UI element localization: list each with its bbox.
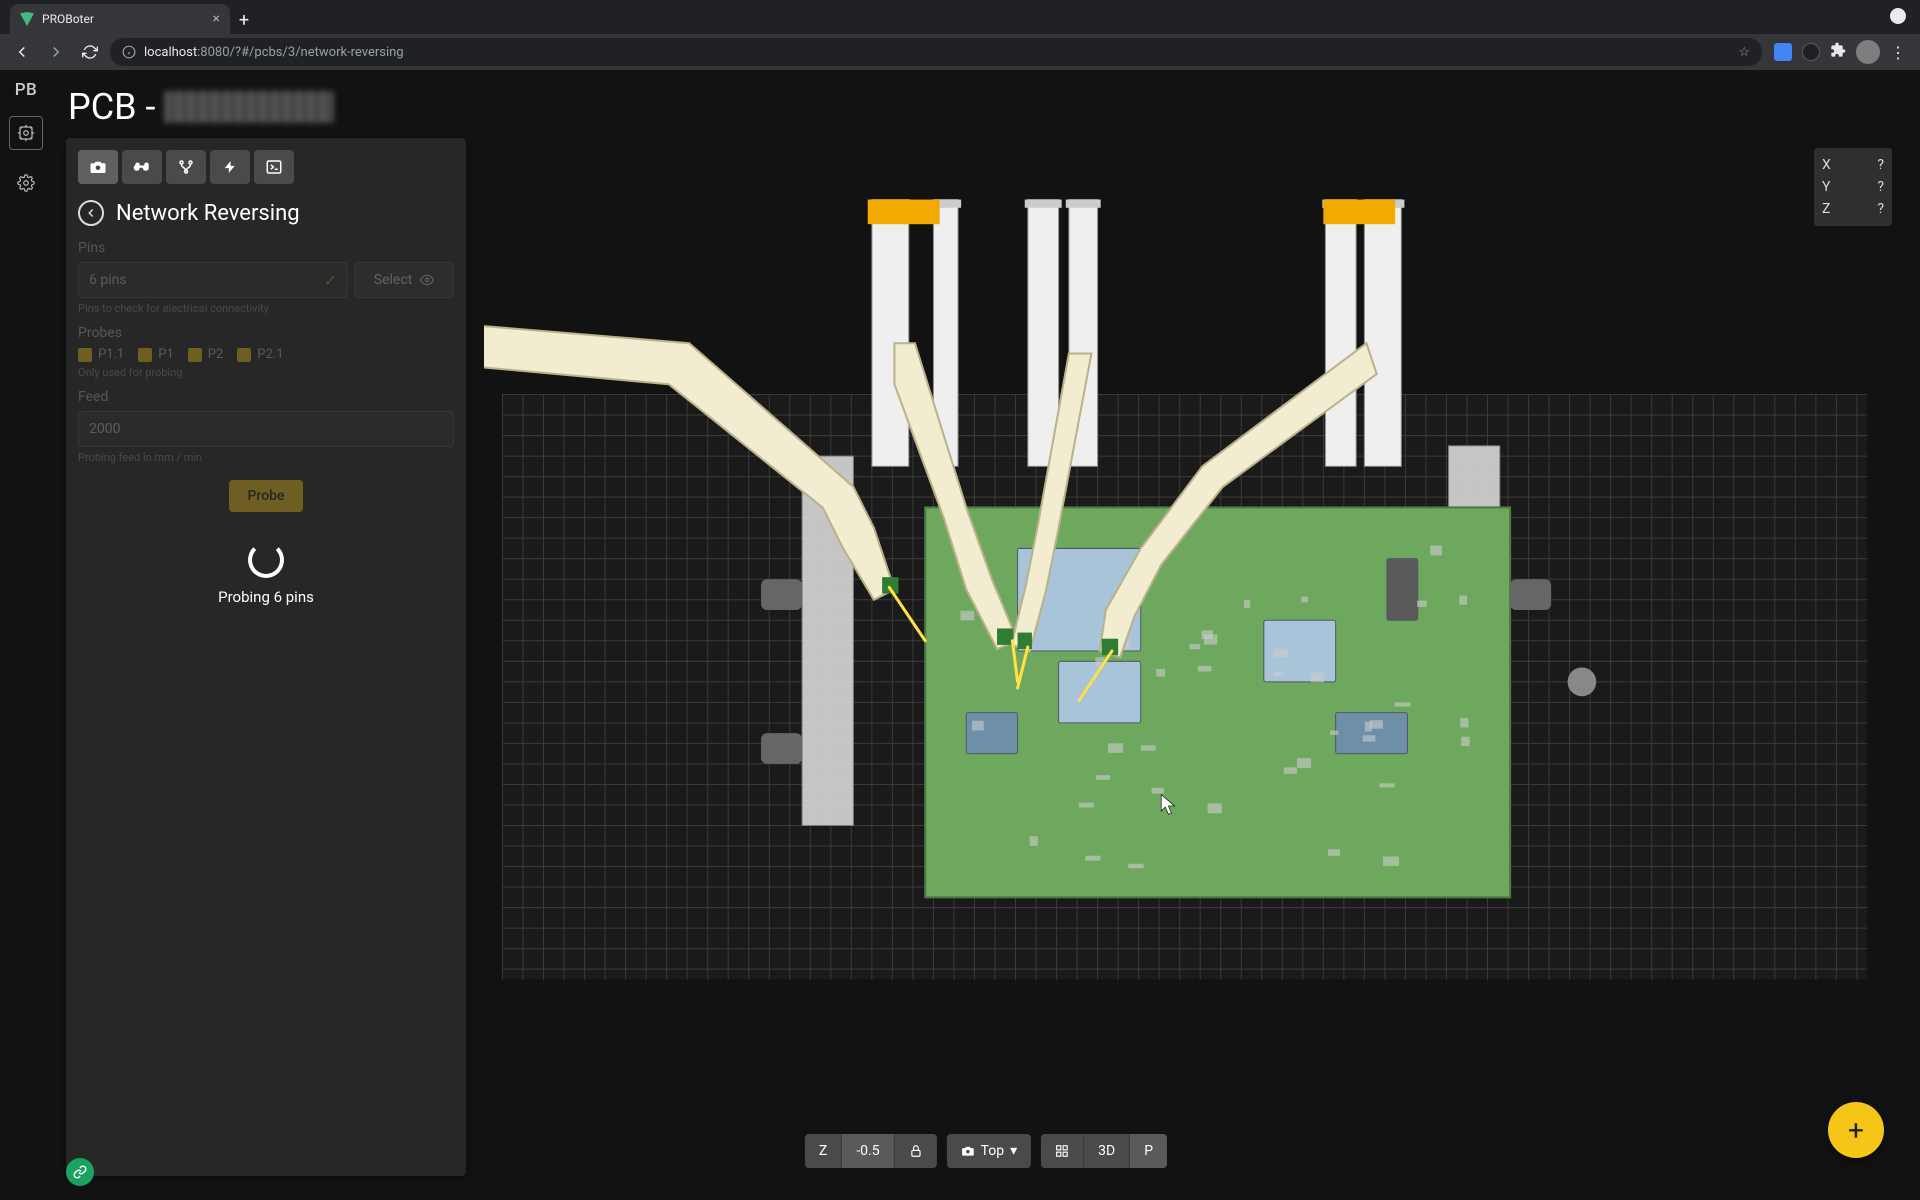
star-icon[interactable]: ☆ bbox=[1738, 45, 1750, 60]
z-value[interactable]: -0.5 bbox=[842, 1134, 894, 1168]
scene-svg bbox=[484, 138, 1900, 1176]
coordinate-readout: X? Y? Z? bbox=[1814, 148, 1892, 226]
feed-input[interactable]: 2000 bbox=[78, 411, 454, 447]
address-bar[interactable]: localhost:8080/?#/pcbs/3/network-reversi… bbox=[110, 38, 1762, 66]
side-panel: Network Reversing Pins 6 pins ✓ Select P… bbox=[66, 138, 466, 1176]
view-dropdown[interactable]: Top ▾ bbox=[947, 1134, 1032, 1168]
link-badge[interactable] bbox=[66, 1158, 94, 1186]
menu-icon[interactable]: ⋮ bbox=[1890, 43, 1906, 62]
redacted-name bbox=[164, 91, 334, 123]
rail-settings-button[interactable] bbox=[9, 166, 43, 200]
probe-checkbox-p21[interactable]: P2.1 bbox=[237, 347, 283, 362]
mode-p-button[interactable]: P bbox=[1130, 1134, 1167, 1168]
forward-button[interactable] bbox=[42, 38, 70, 66]
viewport-3d[interactable] bbox=[484, 138, 1900, 1176]
tool-camera-button[interactable] bbox=[78, 150, 118, 184]
coord-x: X? bbox=[1822, 154, 1884, 176]
probe-checkbox-p1[interactable]: P1 bbox=[138, 347, 174, 362]
loading-status: Probing 6 pins bbox=[78, 542, 454, 606]
check-icon: ✓ bbox=[324, 271, 337, 290]
mode-control-group: 3D P bbox=[1041, 1134, 1167, 1168]
select-button[interactable]: Select bbox=[354, 262, 454, 298]
probe-checkbox-p2[interactable]: P2 bbox=[188, 347, 224, 362]
panel-form: Pins 6 pins ✓ Select Pins to check for e… bbox=[78, 240, 454, 512]
feed-hint: Probing feed in mm / min bbox=[78, 451, 454, 464]
rail-pcb-button[interactable] bbox=[9, 116, 43, 150]
content-area: PCB - bbox=[52, 70, 1920, 1200]
pins-label: Pins bbox=[78, 240, 454, 256]
coord-z: Z? bbox=[1822, 198, 1884, 220]
panel-title: Network Reversing bbox=[116, 201, 300, 226]
probe-button[interactable]: Probe bbox=[229, 480, 302, 512]
probes-row: P1.1 P1 P2 P2.1 bbox=[78, 347, 454, 362]
reload-button[interactable] bbox=[76, 38, 104, 66]
probes-hint: Only used for probing bbox=[78, 366, 454, 379]
tool-bolt-button[interactable] bbox=[210, 150, 250, 184]
browser-tab[interactable]: PROBoter × bbox=[10, 4, 230, 34]
tool-terminal-button[interactable] bbox=[254, 150, 294, 184]
panel-toolbar bbox=[78, 150, 454, 184]
probe-checkbox-p11[interactable]: P1.1 bbox=[78, 347, 124, 362]
tab-search-icon[interactable] bbox=[1890, 8, 1906, 24]
panel-back-button[interactable] bbox=[78, 200, 104, 226]
extension-icon-1[interactable] bbox=[1774, 43, 1792, 61]
url-text: localhost:8080/?#/pcbs/3/network-reversi… bbox=[144, 45, 404, 60]
spinner-text: Probing 6 pins bbox=[78, 588, 454, 606]
feed-label: Feed bbox=[78, 389, 454, 405]
new-tab-button[interactable]: + bbox=[230, 6, 258, 34]
add-fab[interactable]: + bbox=[1828, 1102, 1884, 1158]
browser-tab-strip: PROBoter × + bbox=[0, 0, 1920, 34]
page-title: PCB - bbox=[68, 86, 1902, 128]
vue-favicon bbox=[20, 12, 34, 26]
profile-avatar[interactable] bbox=[1856, 40, 1880, 64]
tool-branch-button[interactable] bbox=[166, 150, 206, 184]
probes-label: Probes bbox=[78, 325, 454, 341]
pins-input[interactable]: 6 pins ✓ bbox=[78, 262, 348, 298]
close-tab-icon[interactable]: × bbox=[213, 11, 220, 27]
app-root: PB PCB - bbox=[0, 70, 1920, 1200]
tab-title: PROBoter bbox=[42, 12, 94, 26]
camera-icon bbox=[961, 1144, 975, 1158]
coord-y: Y? bbox=[1822, 176, 1884, 198]
extensions-icon[interactable] bbox=[1830, 42, 1846, 62]
browser-toolbar: localhost:8080/?#/pcbs/3/network-reversi… bbox=[0, 34, 1920, 70]
browser-actions: ⋮ bbox=[1768, 40, 1912, 64]
view-control-group: Top ▾ bbox=[947, 1134, 1032, 1168]
left-rail: PB bbox=[0, 70, 52, 1200]
eye-icon bbox=[420, 273, 434, 287]
chevron-down-icon: ▾ bbox=[1010, 1143, 1017, 1159]
panel-header: Network Reversing bbox=[78, 200, 454, 226]
grid-toggle[interactable] bbox=[1041, 1134, 1084, 1168]
mode-3d-button[interactable]: 3D bbox=[1084, 1134, 1130, 1168]
info-icon bbox=[122, 45, 136, 59]
back-button[interactable] bbox=[8, 38, 36, 66]
tool-binoculars-button[interactable] bbox=[122, 150, 162, 184]
z-control-group: Z -0.5 bbox=[805, 1134, 937, 1168]
lock-button[interactable] bbox=[895, 1134, 937, 1168]
spinner-icon bbox=[248, 542, 284, 578]
z-label[interactable]: Z bbox=[805, 1134, 842, 1168]
app-logo[interactable]: PB bbox=[15, 80, 38, 100]
extension-icon-2[interactable] bbox=[1802, 43, 1820, 61]
viewport-controls: Z -0.5 Top ▾ 3D P bbox=[805, 1134, 1167, 1168]
pins-hint: Pins to check for electrical connectivit… bbox=[78, 302, 454, 315]
